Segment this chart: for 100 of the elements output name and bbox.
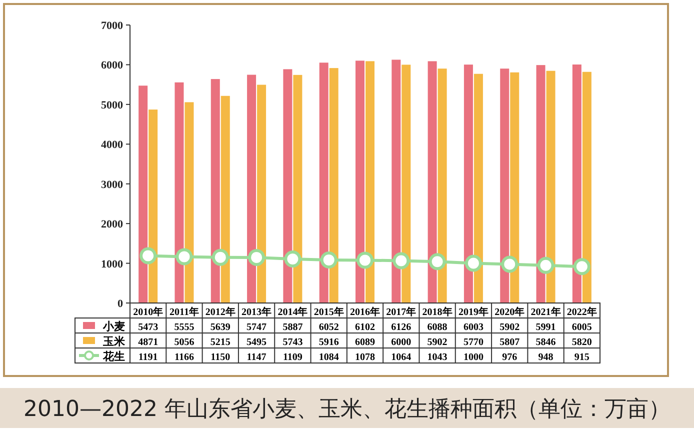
data-label: 5902 — [427, 337, 448, 348]
x-tick-label: 2021年 — [530, 306, 561, 318]
bar — [546, 70, 556, 303]
point — [284, 250, 302, 268]
bar — [319, 62, 328, 303]
data-label: 1191 — [138, 352, 158, 363]
point — [140, 247, 157, 264]
data-label: 5473 — [138, 322, 158, 333]
data-label: 5215 — [210, 337, 230, 348]
data-label: 6126 — [391, 322, 412, 333]
bar — [293, 74, 302, 303]
data-label: 6052 — [318, 322, 339, 333]
data-label: 1084 — [318, 352, 339, 363]
x-tick-label: 2012年 — [205, 306, 236, 318]
bar — [510, 72, 520, 303]
x-tick-label: 2014年 — [278, 306, 308, 318]
bar — [174, 82, 184, 303]
bar — [356, 60, 364, 303]
text: 2010—2022 年山东省小麦、玉米、花生播种面积（单位：万亩） — [24, 397, 670, 422]
x-tick-label: 2020年 — [494, 306, 525, 318]
point — [428, 253, 446, 270]
y-tick-label: 7000 — [101, 20, 124, 32]
data-label: 1166 — [174, 352, 194, 363]
bar — [428, 61, 437, 303]
y-tick-label: 4000 — [101, 139, 124, 152]
x-tick-label: 2019年 — [458, 306, 488, 318]
bar — [392, 60, 401, 303]
point — [212, 248, 229, 266]
data-label: 5916 — [318, 337, 339, 348]
x-tick-label: 2015年 — [314, 306, 344, 318]
legend-label: 玉米 — [102, 335, 126, 348]
data-label: 5807 — [500, 337, 520, 348]
bar — [366, 61, 374, 303]
data-label: 948 — [538, 352, 554, 363]
bar — [138, 86, 148, 303]
data-label: 1150 — [210, 352, 230, 363]
point — [176, 248, 193, 266]
bar — [283, 69, 292, 303]
x-tick-label: 2016年 — [350, 306, 380, 318]
legend-label: 小麦 — [102, 320, 125, 333]
bar — [464, 64, 473, 303]
legend-label: 花生 — [102, 350, 125, 363]
y-tick-label: 3000 — [101, 178, 124, 191]
data-label: 1043 — [427, 352, 448, 363]
bar — [148, 110, 158, 303]
x-tick-label: 2011年 — [170, 306, 199, 318]
data-label: 1078 — [355, 352, 375, 363]
data-label: 1064 — [391, 352, 412, 363]
data-label: 6005 — [572, 322, 592, 333]
bar — [247, 74, 256, 303]
y-tick-label: 5000 — [101, 99, 124, 112]
y-tick-label: 1000 — [101, 258, 124, 270]
point — [392, 252, 410, 270]
bar — [582, 72, 592, 303]
bar — [257, 84, 266, 303]
bar — [210, 79, 220, 303]
data-label: 6089 — [355, 337, 375, 348]
point — [501, 256, 518, 273]
data-label: 915 — [574, 352, 590, 363]
x-tick-label: 2022年 — [566, 306, 597, 318]
point — [320, 251, 338, 268]
data-label: 6088 — [427, 322, 448, 333]
data-label: 4871 — [138, 337, 158, 348]
bar — [184, 102, 194, 303]
bar — [402, 64, 411, 303]
point — [537, 256, 554, 274]
data-label: 6000 — [391, 337, 412, 348]
point — [464, 254, 482, 272]
bar — [500, 68, 510, 303]
y-tick-label: 2000 — [101, 218, 124, 231]
data-label: 5056 — [174, 337, 194, 348]
bar — [474, 74, 483, 303]
point — [356, 252, 374, 269]
point — [573, 258, 590, 276]
data-label: 6003 — [463, 322, 484, 333]
data-label: 5747 — [246, 322, 267, 333]
y-tick-label: 6000 — [101, 60, 124, 72]
bar — [329, 68, 338, 303]
data-label: 5820 — [572, 337, 592, 348]
data-label: 1000 — [463, 352, 484, 363]
data-label: 5639 — [210, 322, 230, 333]
bar — [220, 96, 230, 303]
data-label: 5902 — [500, 322, 520, 333]
data-label: 5846 — [536, 337, 556, 348]
data-label: 1109 — [282, 352, 302, 363]
data-label: 5743 — [282, 337, 303, 348]
data-label: 1147 — [246, 352, 266, 363]
x-tick-label: 2013年 — [242, 306, 272, 318]
x-tick-label: 2010年 — [133, 306, 164, 318]
data-label: 5770 — [463, 337, 484, 348]
data-label: 976 — [502, 352, 518, 363]
data-label: 5887 — [282, 322, 303, 333]
x-tick-label: 2017年 — [386, 306, 416, 318]
data-label: 5555 — [174, 322, 194, 333]
bar — [438, 68, 447, 303]
bar — [536, 65, 546, 303]
point — [248, 248, 266, 266]
data-label: 5495 — [246, 337, 267, 348]
data-label: 5991 — [536, 322, 556, 333]
bar — [572, 64, 582, 303]
